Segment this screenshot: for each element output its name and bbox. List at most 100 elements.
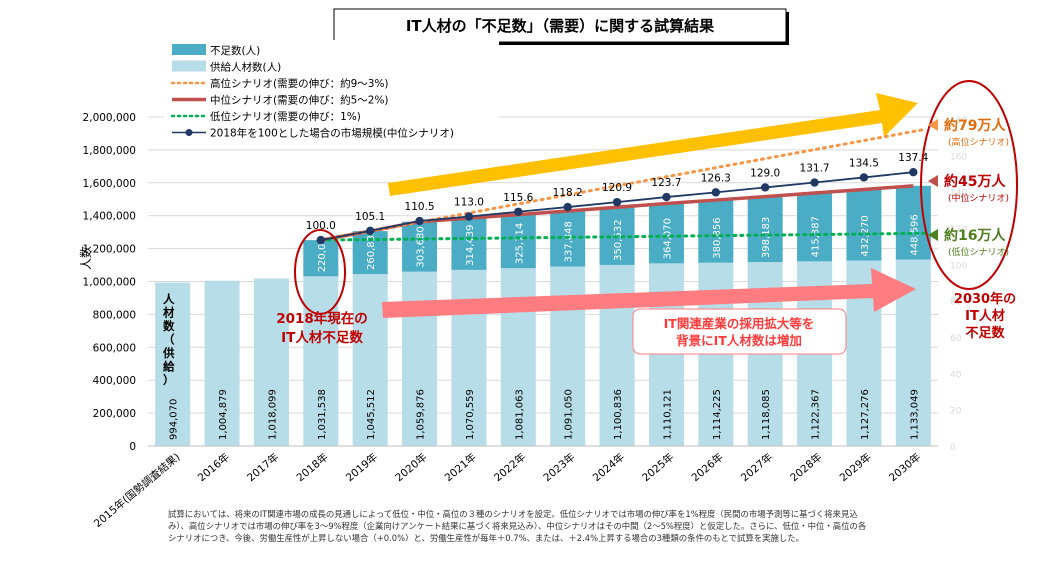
y-tick-label: 400,000 bbox=[93, 375, 136, 387]
supply-label-char: 給 bbox=[163, 360, 175, 374]
shortage-value-label: 432,270 bbox=[860, 215, 871, 256]
y-tick-label: 800,000 bbox=[93, 309, 136, 321]
market-index-point bbox=[662, 192, 671, 202]
low-value-text: 約16万人 bbox=[944, 227, 1006, 244]
mid-sub-text: (中位シナリオ) bbox=[948, 192, 1009, 204]
shortage-value-label: 448,596 bbox=[909, 214, 920, 255]
shortage-2030-text: 2030年の bbox=[954, 291, 1016, 307]
shortage-2018-text: IT人材不足数 bbox=[281, 329, 363, 346]
supply-value-label: 1,070,559 bbox=[465, 389, 476, 440]
market-index-point bbox=[365, 226, 375, 236]
ellipse-2018 bbox=[294, 229, 346, 315]
arrow-pink-text: 背景にIT人材数は増加 bbox=[676, 333, 802, 348]
legend-label-supply: 供給人材数(人) bbox=[210, 61, 281, 74]
x-tick-label: 2026年 bbox=[689, 450, 726, 484]
shortage-bar bbox=[303, 240, 339, 277]
supply-label-char: （ bbox=[163, 333, 175, 347]
market-index-label: 123.7 bbox=[651, 177, 681, 189]
low-callout-arrow bbox=[928, 229, 938, 241]
supply-value-label: 1,004,879 bbox=[218, 389, 229, 440]
high-callout-arrow bbox=[928, 119, 938, 131]
supply-value-label: 1,118,085 bbox=[761, 389, 772, 440]
low-scenario-line bbox=[319, 231, 927, 242]
x-tick-label: 2027年 bbox=[738, 450, 775, 484]
legend: 不足数(人) 供給人材数(人) 高位シナリオ(需要の伸び：約9～3%) 中位シナリオ(… bbox=[164, 40, 499, 142]
high-sub-text: (高位シナリオ) bbox=[948, 136, 1009, 148]
title-box bbox=[333, 8, 787, 43]
market-index-point bbox=[760, 183, 770, 192]
y2-tick-label: 160 bbox=[950, 152, 967, 162]
shortage-value-label: 337,848 bbox=[564, 221, 575, 262]
y-axis-title: 人数 bbox=[78, 246, 93, 270]
y-tick-label: 200,000 bbox=[93, 408, 136, 420]
supply-value-label: 1,031,538 bbox=[317, 389, 328, 440]
shortage-value-label: 380,856 bbox=[712, 217, 723, 258]
supply-value-label: 1,100,836 bbox=[613, 389, 624, 440]
supply-bar bbox=[204, 280, 240, 446]
scenario-lines: 100.0 105.1 110.5 113.0 115.6 118.2 120.9 123.7… bbox=[306, 128, 929, 245]
market-index-point bbox=[464, 212, 474, 221]
market-index-label: 131.7 bbox=[800, 163, 830, 175]
y2-tick-label: 140 bbox=[950, 189, 967, 199]
market-index-point bbox=[415, 216, 424, 226]
shortage-value-label: 325,714 bbox=[514, 223, 525, 264]
x-tick-label: 2024年 bbox=[590, 450, 627, 484]
x-tick-label: 2028年 bbox=[788, 450, 825, 484]
high-value-text: 約79万人 bbox=[944, 117, 1006, 134]
arrow-top bbox=[388, 93, 918, 196]
mid-value-text: 約45万人 bbox=[944, 173, 1006, 190]
shortage-bar bbox=[698, 200, 734, 263]
supply-value-label: 1,133,049 bbox=[909, 389, 920, 440]
supply-value-label: 994,070 bbox=[169, 399, 180, 440]
shortage-value-label: 303,680 bbox=[416, 226, 427, 267]
legend-label-mid: 中位シナリオ(需要の伸び：約5～2%) bbox=[210, 94, 389, 107]
arrow-pink-text: IT関連産業の採用拡大等を bbox=[664, 316, 815, 331]
y2-tick-label: 0 bbox=[950, 443, 956, 453]
x-tick-label: 2022年 bbox=[491, 450, 528, 484]
x-tick-label: 2025年 bbox=[639, 450, 676, 484]
supply-vertical-label: 人材数（供給） bbox=[162, 292, 175, 387]
legend-swatch-marker bbox=[185, 129, 193, 136]
market-index-point bbox=[514, 207, 523, 216]
supply-value-label: 1,122,367 bbox=[811, 389, 822, 440]
supply-value-label: 1,114,225 bbox=[712, 389, 723, 440]
shortage-bar bbox=[797, 193, 833, 262]
footnote: 試算においては、将来のIT関連市場の成長の見通しによって低位・中位・高位の３種の… bbox=[168, 509, 867, 543]
supply-value-label: 1,127,276 bbox=[860, 389, 871, 440]
market-index-label: 129.0 bbox=[750, 167, 780, 179]
shortage-value-label: 415,387 bbox=[811, 216, 822, 257]
supply-label-char: 数 bbox=[163, 319, 175, 333]
x-tick-label: 2016年 bbox=[195, 450, 232, 484]
y-tick-label: 1,000,000 bbox=[83, 277, 136, 289]
y2-tick-label: 60 bbox=[950, 334, 962, 344]
legend-label-low: 低位シナリオ(需要の伸び：1%) bbox=[210, 110, 361, 123]
market-index-label: 115.6 bbox=[503, 192, 533, 204]
supply-bar bbox=[155, 282, 191, 446]
supply-label-char: ） bbox=[163, 373, 175, 387]
market-index-label: 137.4 bbox=[898, 152, 928, 164]
y2-tick-label: 80 bbox=[950, 298, 962, 308]
market-index-point bbox=[612, 197, 622, 207]
y2-axis: 0 20 40 60 80 100 120 140 160 180 bbox=[950, 116, 967, 453]
supply-label-char: 材 bbox=[163, 306, 175, 320]
y-tick-label: 1,200,000 bbox=[83, 244, 136, 256]
shortage-value-label: 350,532 bbox=[613, 220, 624, 261]
market-index-point bbox=[810, 178, 819, 187]
legend-label-market: 2018年を100とした場合の市場規模(中位シナリオ) bbox=[210, 127, 454, 140]
x-tick-label: 2017年 bbox=[244, 450, 281, 484]
y-tick-label: 1,600,000 bbox=[83, 178, 136, 190]
supply-label-char: 人 bbox=[163, 292, 175, 306]
arrow-top-text: ITニーズの拡大により bbox=[569, 67, 704, 84]
market-index-label: 118.2 bbox=[553, 187, 583, 199]
supply-value-label: 1,059,876 bbox=[416, 389, 427, 440]
market-index-label: 120.9 bbox=[602, 182, 632, 194]
market-index-label: 113.0 bbox=[454, 197, 484, 209]
y2-tick-label: 180 bbox=[950, 116, 967, 126]
low-sub-text: (低位シナリオ) bbox=[948, 246, 1009, 258]
shortage-bar bbox=[846, 189, 882, 261]
market-index-point bbox=[316, 235, 326, 245]
supply-bar bbox=[303, 276, 339, 446]
y-tick-label: 1,800,000 bbox=[83, 145, 136, 157]
shortage-2018-text: 2018年現在の bbox=[276, 310, 368, 327]
